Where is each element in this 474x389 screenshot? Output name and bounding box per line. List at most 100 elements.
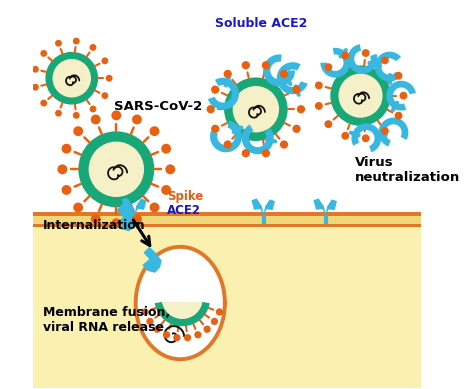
Circle shape [394, 112, 402, 119]
Circle shape [280, 140, 288, 149]
Polygon shape [277, 62, 308, 94]
Circle shape [207, 105, 215, 113]
Circle shape [141, 308, 149, 315]
Circle shape [73, 38, 80, 44]
Circle shape [55, 40, 62, 47]
Circle shape [194, 331, 201, 338]
Polygon shape [320, 48, 350, 78]
Polygon shape [351, 123, 381, 152]
Circle shape [40, 100, 47, 107]
Text: ACE2: ACE2 [167, 203, 201, 217]
Polygon shape [313, 198, 326, 215]
Circle shape [394, 72, 402, 80]
Circle shape [106, 75, 113, 82]
Polygon shape [155, 302, 210, 326]
Circle shape [341, 52, 349, 60]
Circle shape [216, 308, 223, 315]
Polygon shape [136, 247, 225, 359]
Text: Internalization: Internalization [43, 219, 146, 232]
Polygon shape [326, 199, 337, 215]
Polygon shape [162, 302, 202, 319]
Circle shape [211, 318, 218, 325]
Circle shape [161, 144, 171, 154]
Circle shape [89, 142, 144, 197]
Circle shape [381, 127, 389, 135]
Polygon shape [347, 44, 377, 74]
Text: Soluble ACE2: Soluble ACE2 [215, 18, 308, 30]
Circle shape [55, 110, 62, 117]
Circle shape [315, 81, 323, 89]
Circle shape [101, 92, 109, 99]
Circle shape [224, 140, 232, 149]
Polygon shape [386, 81, 416, 110]
Circle shape [91, 214, 100, 224]
Circle shape [233, 86, 279, 132]
Polygon shape [122, 198, 135, 215]
Polygon shape [142, 247, 162, 273]
Circle shape [315, 102, 323, 110]
Text: Membrane fusion,
viral RNA release: Membrane fusion, viral RNA release [43, 307, 170, 335]
Circle shape [173, 334, 181, 341]
Circle shape [62, 144, 72, 154]
Circle shape [292, 86, 301, 94]
Text: SARS-CoV-2: SARS-CoV-2 [114, 100, 202, 112]
Circle shape [32, 66, 39, 73]
Polygon shape [379, 117, 409, 147]
Circle shape [73, 112, 80, 119]
Circle shape [78, 131, 155, 207]
Circle shape [53, 59, 91, 98]
Circle shape [149, 203, 159, 212]
Circle shape [62, 185, 72, 195]
Bar [33, 212, 420, 226]
Circle shape [211, 86, 219, 94]
Circle shape [224, 70, 232, 78]
Polygon shape [251, 198, 264, 215]
Circle shape [262, 61, 270, 69]
Circle shape [203, 326, 211, 333]
Circle shape [297, 105, 305, 113]
Polygon shape [116, 203, 137, 231]
Circle shape [211, 125, 219, 133]
Circle shape [73, 203, 83, 212]
Polygon shape [210, 121, 242, 152]
Circle shape [184, 334, 191, 341]
Circle shape [165, 165, 175, 174]
Circle shape [163, 331, 170, 338]
Circle shape [242, 149, 250, 158]
Circle shape [381, 56, 389, 64]
Polygon shape [374, 52, 401, 82]
Circle shape [57, 165, 67, 174]
Circle shape [91, 114, 100, 124]
Circle shape [330, 65, 391, 126]
Circle shape [341, 132, 349, 140]
Circle shape [90, 105, 96, 112]
Circle shape [161, 185, 171, 195]
Circle shape [149, 126, 159, 136]
Circle shape [292, 125, 301, 133]
Text: Virus
neutralization: Virus neutralization [355, 156, 460, 184]
Circle shape [242, 61, 250, 69]
Circle shape [338, 74, 383, 118]
Circle shape [111, 110, 121, 120]
Bar [33, 219, 420, 388]
Circle shape [101, 58, 109, 64]
Circle shape [40, 50, 47, 57]
Circle shape [132, 114, 142, 124]
Circle shape [146, 318, 154, 325]
Bar [33, 212, 420, 216]
Circle shape [32, 84, 39, 91]
Circle shape [280, 70, 288, 78]
Circle shape [154, 326, 161, 333]
Circle shape [132, 214, 142, 224]
Circle shape [73, 126, 83, 136]
Circle shape [46, 52, 98, 105]
Bar [33, 224, 420, 228]
Polygon shape [135, 198, 146, 215]
Polygon shape [242, 124, 274, 154]
Polygon shape [263, 54, 295, 86]
Circle shape [362, 49, 370, 57]
Circle shape [324, 63, 332, 71]
Circle shape [90, 44, 96, 51]
Circle shape [224, 77, 288, 141]
Polygon shape [208, 78, 239, 110]
